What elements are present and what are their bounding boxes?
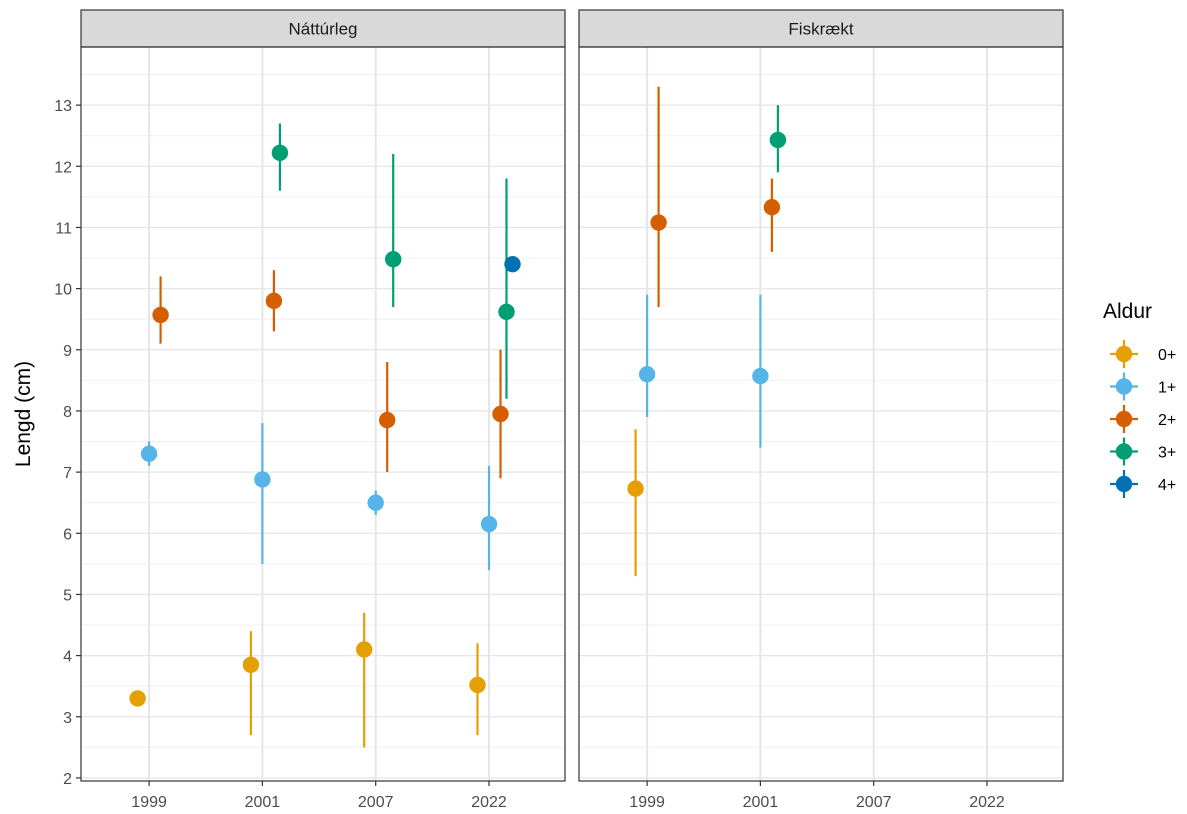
legend-label: 0+ (1158, 347, 1176, 364)
y-tick-label: 8 (63, 404, 72, 421)
y-tick-label: 9 (63, 343, 72, 360)
data-point (492, 405, 509, 423)
y-tick-label: 2 (63, 771, 72, 788)
data-point (498, 303, 515, 321)
y-tick-label: 7 (63, 465, 72, 482)
data-point (265, 292, 283, 310)
data-point (152, 306, 169, 324)
y-tick-label: 13 (54, 98, 72, 115)
panel-background (579, 47, 1063, 781)
x-tick-label: 1999 (131, 794, 167, 811)
y-axis: 2 3 4 5 6 7 8 9 10 11 12 13 Lengd (cm) (12, 98, 81, 788)
legend-title: Aldur (1103, 300, 1152, 323)
data-point (271, 144, 289, 162)
data-point (650, 214, 667, 231)
data-point (129, 690, 146, 707)
legend-label: 4+ (1158, 477, 1176, 494)
data-point (385, 251, 402, 268)
facet-strip (578, 9, 1064, 48)
x-tick-label: 2007 (358, 794, 394, 811)
facet-title: Fiskrækt (788, 20, 853, 39)
data-point (379, 411, 396, 429)
x-tick-label: 2001 (743, 794, 779, 811)
data-point (140, 445, 158, 462)
panel-border (578, 46, 1064, 782)
data-point (763, 199, 781, 216)
facet-panel-1: Náttúrleg 1999 2001 2007 2022 (80, 9, 566, 811)
y-tick-label: 10 (54, 282, 72, 299)
x-tick-label: 2022 (471, 794, 507, 811)
legend-key-point (1115, 345, 1133, 363)
data-point (356, 641, 373, 658)
y-tick-label: 4 (63, 649, 72, 666)
facet-panel-2: Fiskrækt 1999 2001 2007 2022 (578, 9, 1064, 811)
x-tick-label: 2007 (856, 794, 892, 811)
data-point (242, 656, 260, 673)
data-point (627, 480, 644, 497)
y-tick-label: 11 (55, 220, 72, 237)
panel-border (80, 46, 566, 782)
data-point (480, 515, 498, 533)
data-point (469, 676, 486, 694)
y-axis-title: Lengd (cm) (12, 361, 35, 467)
legend-key-point (1115, 378, 1133, 395)
y-tick-label: 12 (54, 159, 72, 176)
legend-label: 1+ (1158, 380, 1176, 397)
facet-title: Náttúrleg (289, 20, 358, 39)
data-point (504, 255, 521, 273)
legend-key-point (1115, 475, 1133, 493)
legend-label: 3+ (1158, 445, 1176, 462)
data-point (367, 494, 384, 511)
x-tick-label: 2022 (969, 794, 1005, 811)
y-tick-label: 3 (63, 710, 72, 727)
x-tick-label: 1999 (629, 794, 665, 811)
legend-key-point (1115, 443, 1133, 460)
legend: Aldur 0+ 1+ 2+ 3+ 4+ (1103, 300, 1176, 498)
legend-key-point (1115, 410, 1133, 428)
data-point (752, 367, 769, 385)
panel-background (81, 47, 565, 781)
data-point (638, 366, 656, 383)
facet-strip (80, 9, 566, 48)
y-tick-label: 5 (63, 587, 72, 604)
data-point (769, 131, 787, 149)
legend-label: 2+ (1158, 412, 1176, 429)
data-point (254, 471, 271, 488)
x-tick-label: 2001 (245, 794, 281, 811)
y-tick-label: 6 (63, 526, 72, 543)
